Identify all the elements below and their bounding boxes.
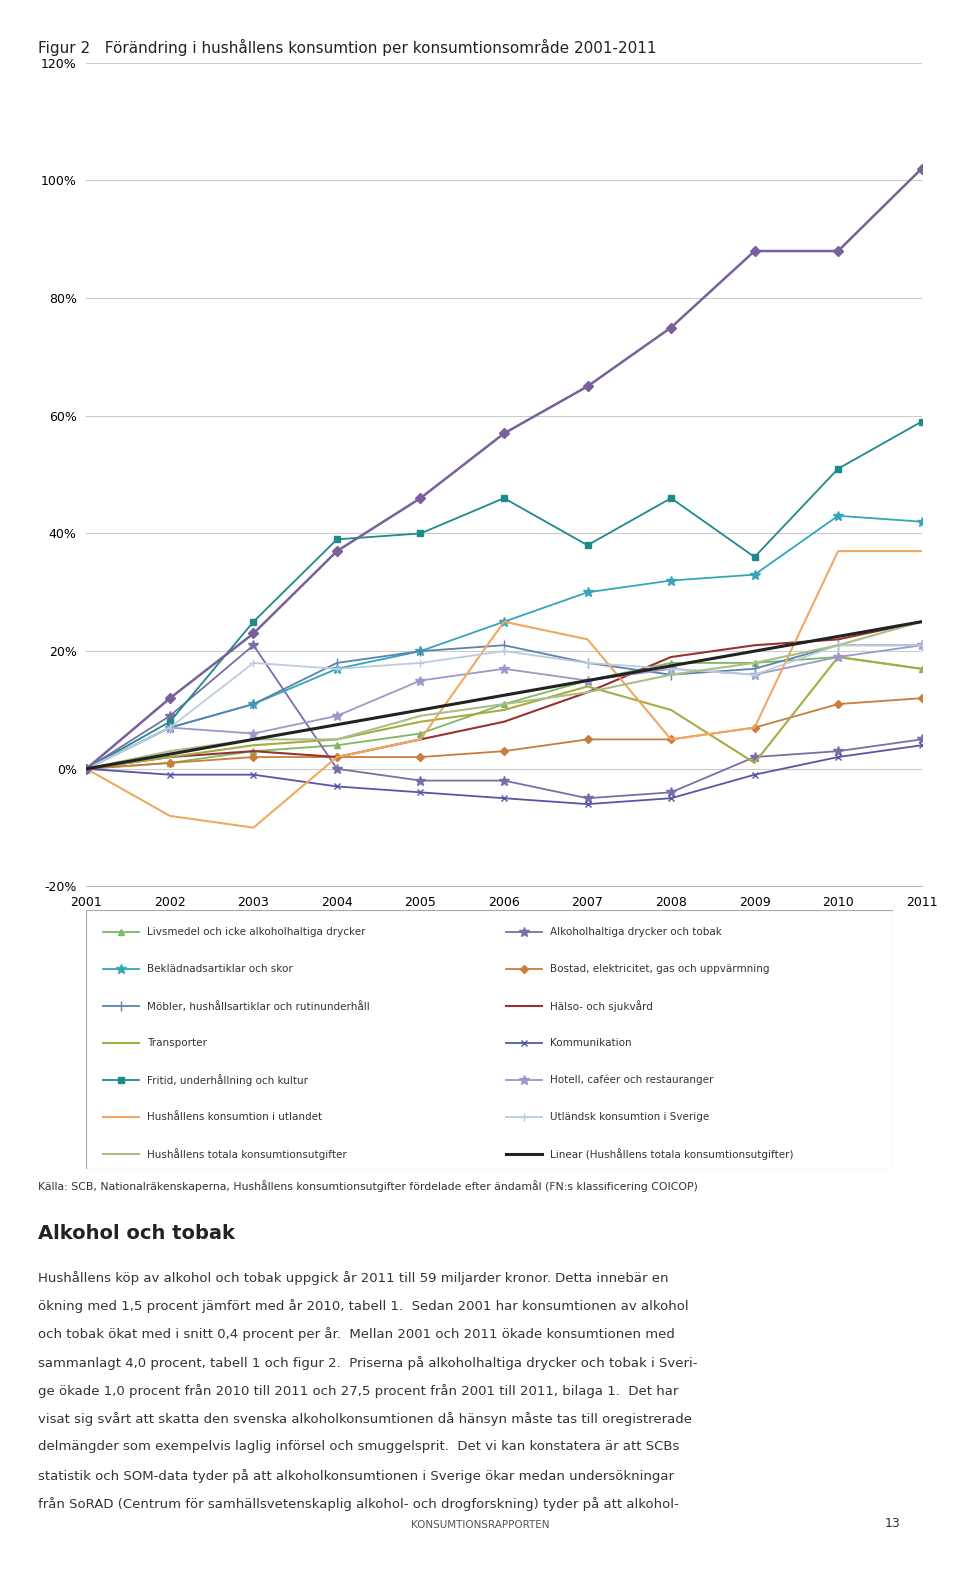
Text: ge ökade 1,0 procent från 2010 till 2011 och 27,5 procent från 2001 till 2011, b: ge ökade 1,0 procent från 2010 till 2011… xyxy=(38,1384,679,1398)
Text: från SoRAD (Centrum för samhällsvetenskaplig alkohol- och drogforskning) tyder p: från SoRAD (Centrum för samhällsvetenska… xyxy=(38,1497,679,1511)
Text: Transporter: Transporter xyxy=(147,1039,206,1048)
Text: statistik och SOM-data tyder på att alkoholkonsumtionen i Sverige ökar medan und: statistik och SOM-data tyder på att alko… xyxy=(38,1469,674,1483)
Text: 13: 13 xyxy=(885,1517,900,1530)
Text: Livsmedel och icke alkoholhaltiga drycker: Livsmedel och icke alkoholhaltiga drycke… xyxy=(147,927,366,937)
Text: sammanlagt 4,0 procent, tabell 1 och figur 2.  Priserna på alkoholhaltiga drycke: sammanlagt 4,0 procent, tabell 1 och fig… xyxy=(38,1356,698,1370)
Text: Beklädnadsartiklar och skor: Beklädnadsartiklar och skor xyxy=(147,965,293,974)
Text: Linear (Hushållens totala konsumtionsutgifter): Linear (Hushållens totala konsumtionsutg… xyxy=(550,1149,794,1159)
Text: Alkohol och tobak: Alkohol och tobak xyxy=(38,1224,235,1243)
Text: Bostad, elektricitet, gas och uppvärmning: Bostad, elektricitet, gas och uppvärmnin… xyxy=(550,965,770,974)
Text: Hälso- och sjukvård: Hälso- och sjukvård xyxy=(550,999,653,1012)
Text: Kommunikation: Kommunikation xyxy=(550,1039,632,1048)
Text: och tobak ökat med i snitt 0,4 procent per år.  Mellan 2001 och 2011 ökade konsu: och tobak ökat med i snitt 0,4 procent p… xyxy=(38,1327,675,1341)
Text: Hotell, caféer och restauranger: Hotell, caféer och restauranger xyxy=(550,1075,713,1086)
Text: Hushållens konsumtion i utlandet: Hushållens konsumtion i utlandet xyxy=(147,1112,322,1122)
Text: Alkoholhaltiga drycker och tobak: Alkoholhaltiga drycker och tobak xyxy=(550,927,722,937)
Text: visat sig svårt att skatta den svenska alkoholkonsumtionen då hänsyn måste tas t: visat sig svårt att skatta den svenska a… xyxy=(38,1412,692,1426)
Text: ökning med 1,5 procent jämfört med år 2010, tabell 1.  Sedan 2001 har konsumtion: ökning med 1,5 procent jämfört med år 20… xyxy=(38,1299,689,1313)
Text: Fritid, underhållning och kultur: Fritid, underhållning och kultur xyxy=(147,1075,308,1086)
Text: Hushållens totala konsumtionsutgifter: Hushållens totala konsumtionsutgifter xyxy=(147,1149,347,1159)
Text: Hushållens köp av alkohol och tobak uppgick år 2011 till 59 miljarder kronor. De: Hushållens köp av alkohol och tobak uppg… xyxy=(38,1271,669,1285)
Text: Källa: SCB, Nationalräkenskaperna, Hushållens konsumtionsutgifter fördelade efte: Källa: SCB, Nationalräkenskaperna, Hushå… xyxy=(38,1180,698,1192)
Text: Utländsk konsumtion i Sverige: Utländsk konsumtion i Sverige xyxy=(550,1112,709,1122)
Text: KONSUMTIONSRAPPORTEN: KONSUMTIONSRAPPORTEN xyxy=(411,1520,549,1530)
Text: delmängder som exempelvis laglig införsel och smuggelsprit.  Det vi kan konstate: delmängder som exempelvis laglig införse… xyxy=(38,1440,680,1453)
Text: Möbler, hushållsartiklar och rutinunderhåll: Möbler, hushållsartiklar och rutinunderh… xyxy=(147,1001,370,1012)
Text: Figur 2   Förändring i hushållens konsumtion per konsumtionsområde 2001-2011: Figur 2 Förändring i hushållens konsumti… xyxy=(38,39,657,56)
